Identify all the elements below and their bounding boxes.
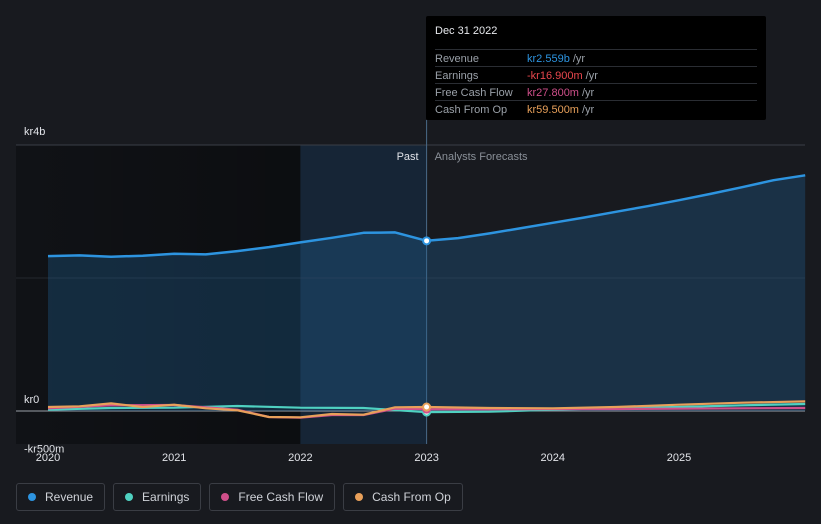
legend-dot-icon	[221, 493, 230, 501]
tooltip-label: Cash From Op	[435, 104, 508, 116]
tooltip-label: Free Cash Flow	[435, 87, 513, 99]
x-tick-label: 2025	[667, 452, 691, 464]
tooltip-value: kr27.800m/yr	[527, 87, 595, 99]
legend-item-revenue[interactable]: Revenue	[16, 483, 106, 511]
y-tick-label: kr0	[24, 394, 39, 406]
legend-dot-icon	[28, 493, 36, 501]
x-tick-label: 2021	[162, 452, 186, 464]
tooltip-row-cash-from-op: Cash From Op kr59.500m/yr	[435, 100, 757, 118]
tooltip-label: Earnings	[435, 70, 479, 82]
highlight-region	[300, 145, 427, 444]
past-region-gradient	[16, 145, 301, 444]
legend-label: Cash From Op	[372, 490, 451, 504]
x-tick-label: 2023	[414, 452, 438, 464]
x-tick-label: 2024	[541, 452, 565, 464]
y-tick-label: kr4b	[24, 126, 45, 138]
tooltip-row-revenue: Revenue kr2.559b/yr	[435, 49, 757, 67]
tooltip-value: kr2.559b/yr	[527, 53, 586, 65]
tooltip-row-free-cash-flow: Free Cash Flow kr27.800m/yr	[435, 83, 757, 101]
y-tick-label: -kr500m	[24, 443, 64, 455]
cash-from-op-line	[47, 400, 806, 419]
tooltip: Dec 31 2022 Revenue kr2.559b/yr Earnings…	[426, 16, 766, 120]
legend-item-cash-from-op[interactable]: Cash From Op	[343, 483, 463, 511]
forecast-label: Analysts Forecasts	[435, 151, 528, 163]
tooltip-value: kr59.500m/yr	[527, 104, 595, 116]
past-label: Past	[397, 151, 419, 163]
tooltip-value: -kr16.900m/yr	[527, 70, 598, 82]
legend-label: Revenue	[45, 490, 94, 504]
cash-from-op-marker	[422, 402, 432, 412]
tooltip-row-earnings: Earnings -kr16.900m/yr	[435, 66, 757, 84]
tooltip-label: Revenue	[435, 53, 480, 65]
legend-dot-icon	[355, 493, 364, 501]
legend-label: Earnings	[142, 490, 190, 504]
legend-dot-icon	[125, 493, 134, 501]
tooltip-date: Dec 31 2022	[435, 25, 498, 37]
revenue-area	[48, 175, 806, 411]
legend: Revenue Earnings Free Cash Flow Cash Fro…	[16, 483, 463, 511]
legend-item-free-cash-flow[interactable]: Free Cash Flow	[209, 483, 336, 511]
legend-item-earnings[interactable]: Earnings	[113, 483, 202, 511]
legend-label: Free Cash Flow	[238, 490, 324, 504]
revenue-marker	[422, 236, 432, 246]
x-tick-label: 2022	[288, 452, 312, 464]
x-tick-label: 2020	[36, 452, 60, 464]
